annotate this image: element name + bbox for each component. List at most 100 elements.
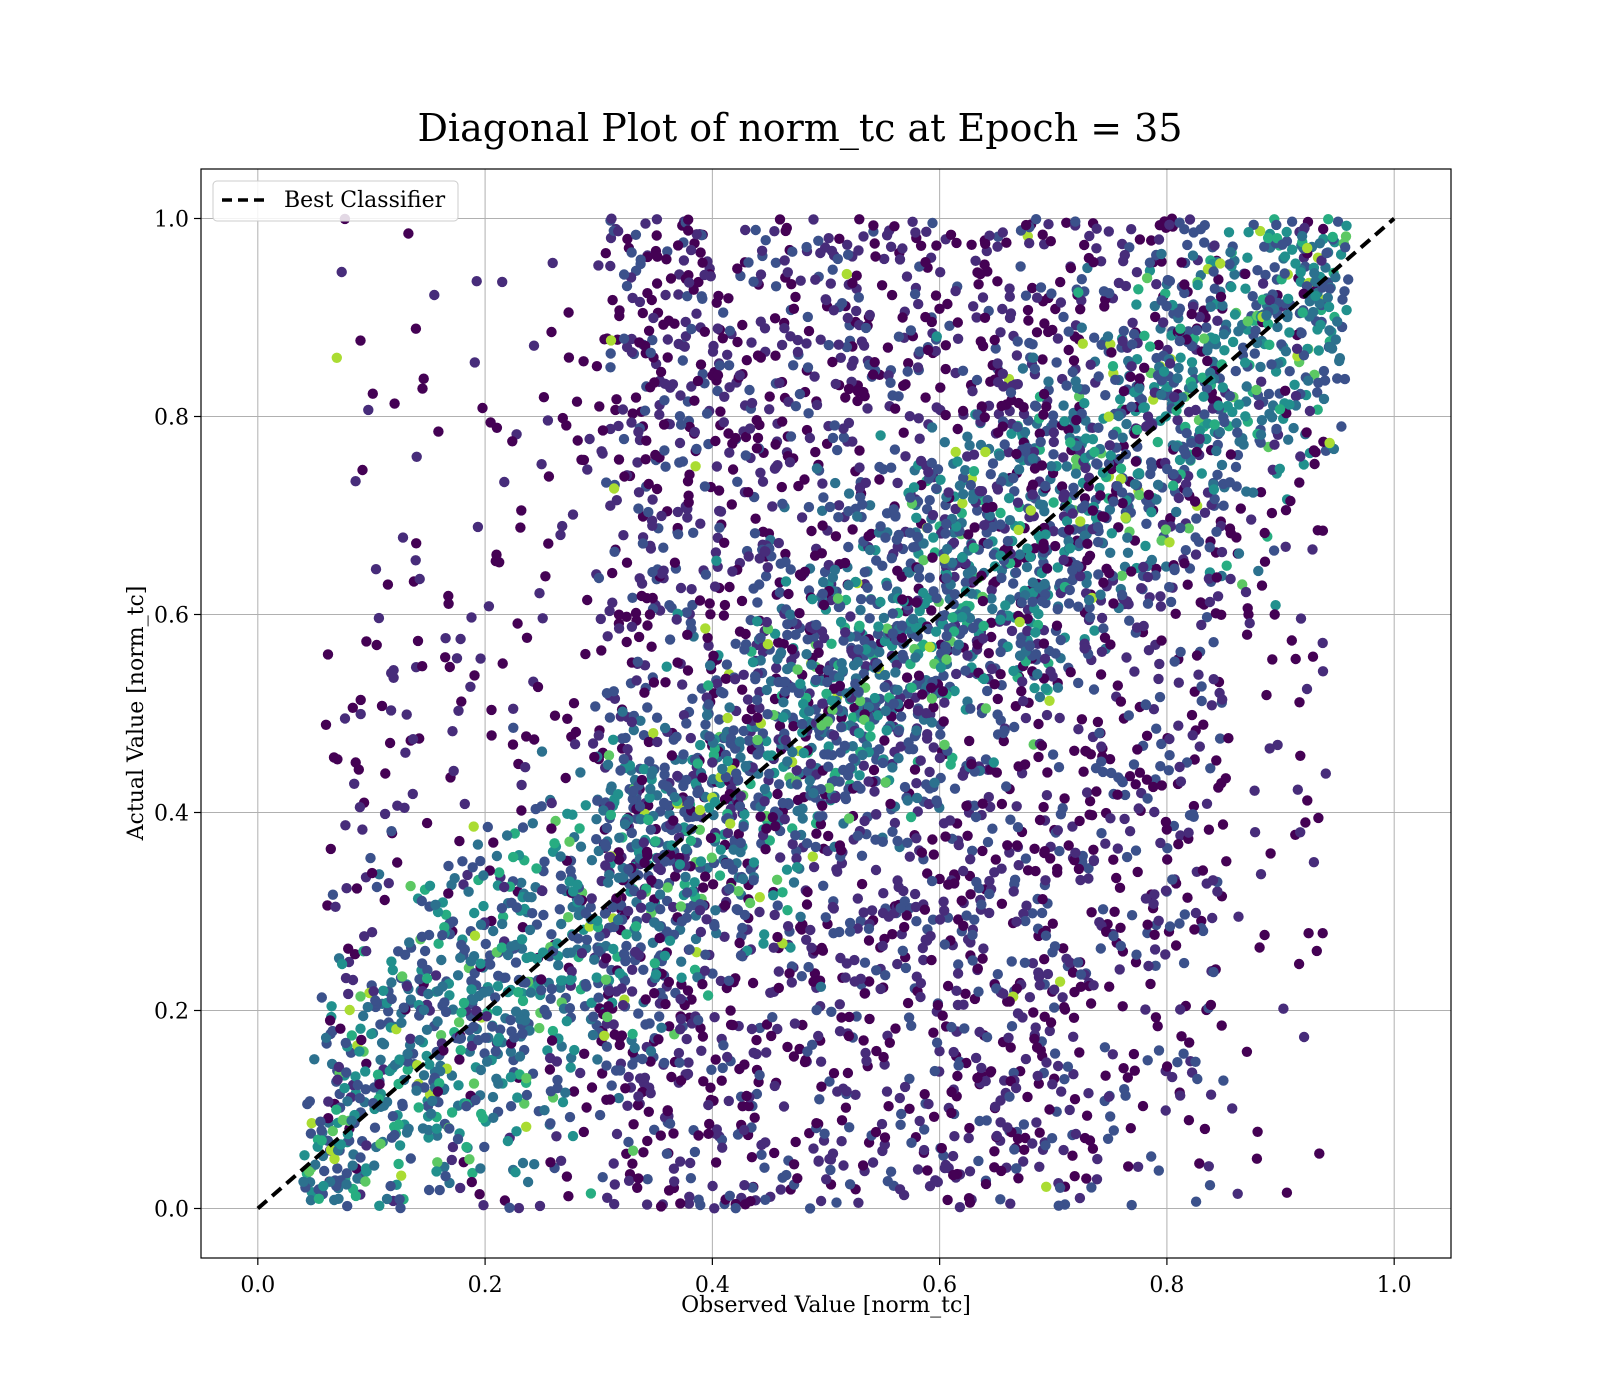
scatter-point — [331, 352, 342, 363]
scatter-point — [821, 294, 832, 306]
scatter-point — [779, 814, 790, 825]
scatter-point — [496, 903, 508, 914]
scatter-point — [887, 608, 898, 619]
scatter-point — [716, 1075, 727, 1086]
scatter-point — [1322, 292, 1334, 303]
scatter-point — [813, 1155, 824, 1166]
scatter-point — [1189, 496, 1201, 507]
scatter-point — [1091, 223, 1102, 234]
scatter-point — [1133, 468, 1145, 479]
scatter-point — [855, 604, 866, 616]
scatter-point — [643, 478, 654, 490]
scatter-point — [621, 557, 633, 568]
scatter-point — [1034, 1127, 1045, 1138]
scatter-point — [875, 983, 886, 995]
scatter-point — [904, 1073, 915, 1085]
scatter-point — [383, 878, 394, 889]
scatter-point — [674, 437, 686, 449]
scatter-point — [877, 836, 888, 847]
scatter-point — [661, 254, 672, 265]
scatter-point — [1009, 721, 1020, 733]
scatter-point — [474, 1189, 485, 1200]
scatter-point — [826, 1006, 837, 1017]
scatter-point — [622, 744, 633, 755]
scatter-point — [1198, 391, 1209, 402]
scatter-point — [421, 973, 433, 984]
scatter-point — [455, 1045, 466, 1056]
scatter-point — [1131, 267, 1143, 278]
scatter-point — [555, 870, 567, 881]
scatter-point — [475, 958, 486, 969]
scatter-point — [748, 875, 759, 886]
scatter-point — [950, 503, 961, 515]
scatter-point — [997, 303, 1008, 315]
scatter-point — [633, 631, 645, 643]
scatter-point — [903, 1012, 915, 1023]
scatter-point — [627, 408, 638, 419]
scatter-point — [508, 722, 519, 733]
scatter-point — [787, 838, 798, 850]
scatter-point — [608, 734, 619, 745]
scatter-point — [972, 963, 983, 974]
scatter-point — [508, 851, 519, 863]
scatter-point — [1315, 319, 1326, 331]
scatter-point — [641, 912, 652, 924]
scatter-point — [602, 759, 614, 770]
scatter-point — [946, 1107, 957, 1119]
scatter-point — [747, 657, 759, 668]
scatter-point — [1029, 543, 1041, 554]
scatter-point — [685, 835, 697, 846]
scatter-point — [613, 454, 625, 465]
scatter-point — [646, 641, 657, 652]
scatter-point — [935, 267, 946, 278]
scatter-point — [934, 303, 945, 314]
scatter-point — [1084, 602, 1095, 613]
scatter-point — [687, 599, 698, 611]
scatter-point — [433, 938, 444, 949]
scatter-point — [827, 356, 838, 368]
scatter-point — [842, 1067, 854, 1079]
scatter-point — [674, 1057, 685, 1068]
scatter-point — [1096, 646, 1108, 657]
scatter-point — [682, 476, 694, 487]
scatter-point — [1121, 652, 1132, 663]
scatter-point — [982, 685, 993, 697]
scatter-point — [1053, 1200, 1064, 1211]
scatter-point — [385, 705, 397, 716]
scatter-point — [619, 975, 631, 986]
scatter-point — [1027, 282, 1038, 294]
scatter-point — [1153, 234, 1165, 245]
scatter-point — [771, 662, 782, 674]
scatter-point — [510, 1167, 521, 1178]
scatter-point — [591, 814, 602, 825]
scatter-point — [1095, 943, 1107, 954]
scatter-point — [1144, 341, 1156, 352]
scatter-point — [664, 1021, 675, 1032]
scatter-point — [405, 1033, 416, 1045]
scatter-point — [927, 834, 938, 845]
scatter-point — [1052, 867, 1063, 878]
scatter-point — [593, 945, 604, 957]
scatter-point — [654, 889, 666, 900]
scatter-point — [868, 764, 880, 776]
scatter-point — [1117, 498, 1128, 509]
scatter-point — [677, 355, 688, 366]
scatter-point — [804, 775, 815, 786]
scatter-point — [1303, 928, 1314, 939]
scatter-point — [452, 970, 464, 981]
scatter-point — [606, 781, 617, 792]
scatter-point — [1208, 484, 1220, 495]
scatter-point — [336, 958, 348, 970]
scatter-point — [551, 1056, 563, 1067]
scatter-point — [922, 344, 934, 356]
scatter-point — [1039, 1011, 1050, 1022]
scatter-point — [633, 1008, 644, 1019]
scatter-point — [714, 360, 726, 371]
scatter-point — [469, 357, 480, 368]
scatter-point — [1061, 461, 1073, 472]
scatter-point — [791, 765, 802, 776]
scatter-point — [729, 674, 741, 685]
scatter-point — [1027, 339, 1038, 350]
scatter-point — [453, 705, 464, 716]
scatter-point — [1012, 497, 1024, 508]
